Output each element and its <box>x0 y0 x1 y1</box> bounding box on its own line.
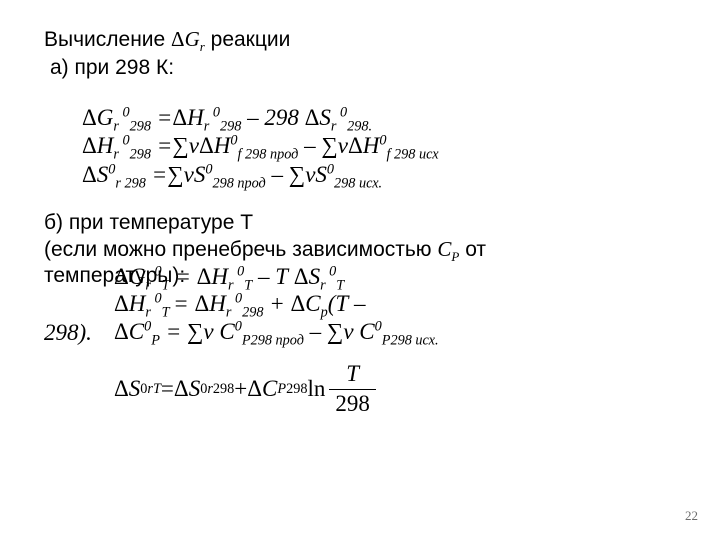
heading: Вычисление ΔGr реакции <box>44 26 690 53</box>
heading-delta: Δ <box>171 27 185 51</box>
case-b: б) при температуре Т (если можно пренебр… <box>44 210 690 419</box>
page-number: 22 <box>685 508 698 524</box>
eq-a3: ΔS0r 298 =∑νS0298 прод – ∑νS0298 исх. <box>82 161 690 190</box>
heading-suffix: реакции <box>205 28 291 51</box>
case-a-label: а) при 298 К: <box>50 55 690 81</box>
eq-b2-cont: 298). <box>44 320 92 345</box>
frac-den: 298 <box>329 389 376 419</box>
frac-num: T <box>340 360 365 389</box>
case-b-line2: (если можно пренебречь зависимостью СР о… <box>44 236 690 263</box>
eq-a1: ΔGr 0298 =ΔHr 0298 – 298 ΔSr 0298. <box>82 104 690 133</box>
heading-prefix: Вычисление <box>44 28 171 51</box>
eq-b3: ΔС0Р = ∑ν С0Р298 прод – ∑ν С0Р298 исх. <box>114 318 439 347</box>
eq-a2: ΔHr 0298 =∑νΔH0f 298 прод – ∑νΔH0f 298 и… <box>82 132 690 161</box>
eq-b1: ΔGr 0Т = ΔHr 0Т – Т ΔSr 0Т <box>114 263 344 292</box>
entropy-formula: ΔS0rT = ΔS0r298 + ΔCP298 ln T 298 <box>114 360 690 419</box>
eq-b2: ΔHr 0Т = ΔHr 0298 + ΔСр(Т – <box>114 290 690 319</box>
heading-var: G <box>185 27 200 51</box>
equations-a: ΔGr 0298 =ΔHr 0298 – 298 ΔSr 0298. ΔHr 0… <box>82 104 690 190</box>
case-b-line1: б) при температуре Т <box>44 210 690 236</box>
